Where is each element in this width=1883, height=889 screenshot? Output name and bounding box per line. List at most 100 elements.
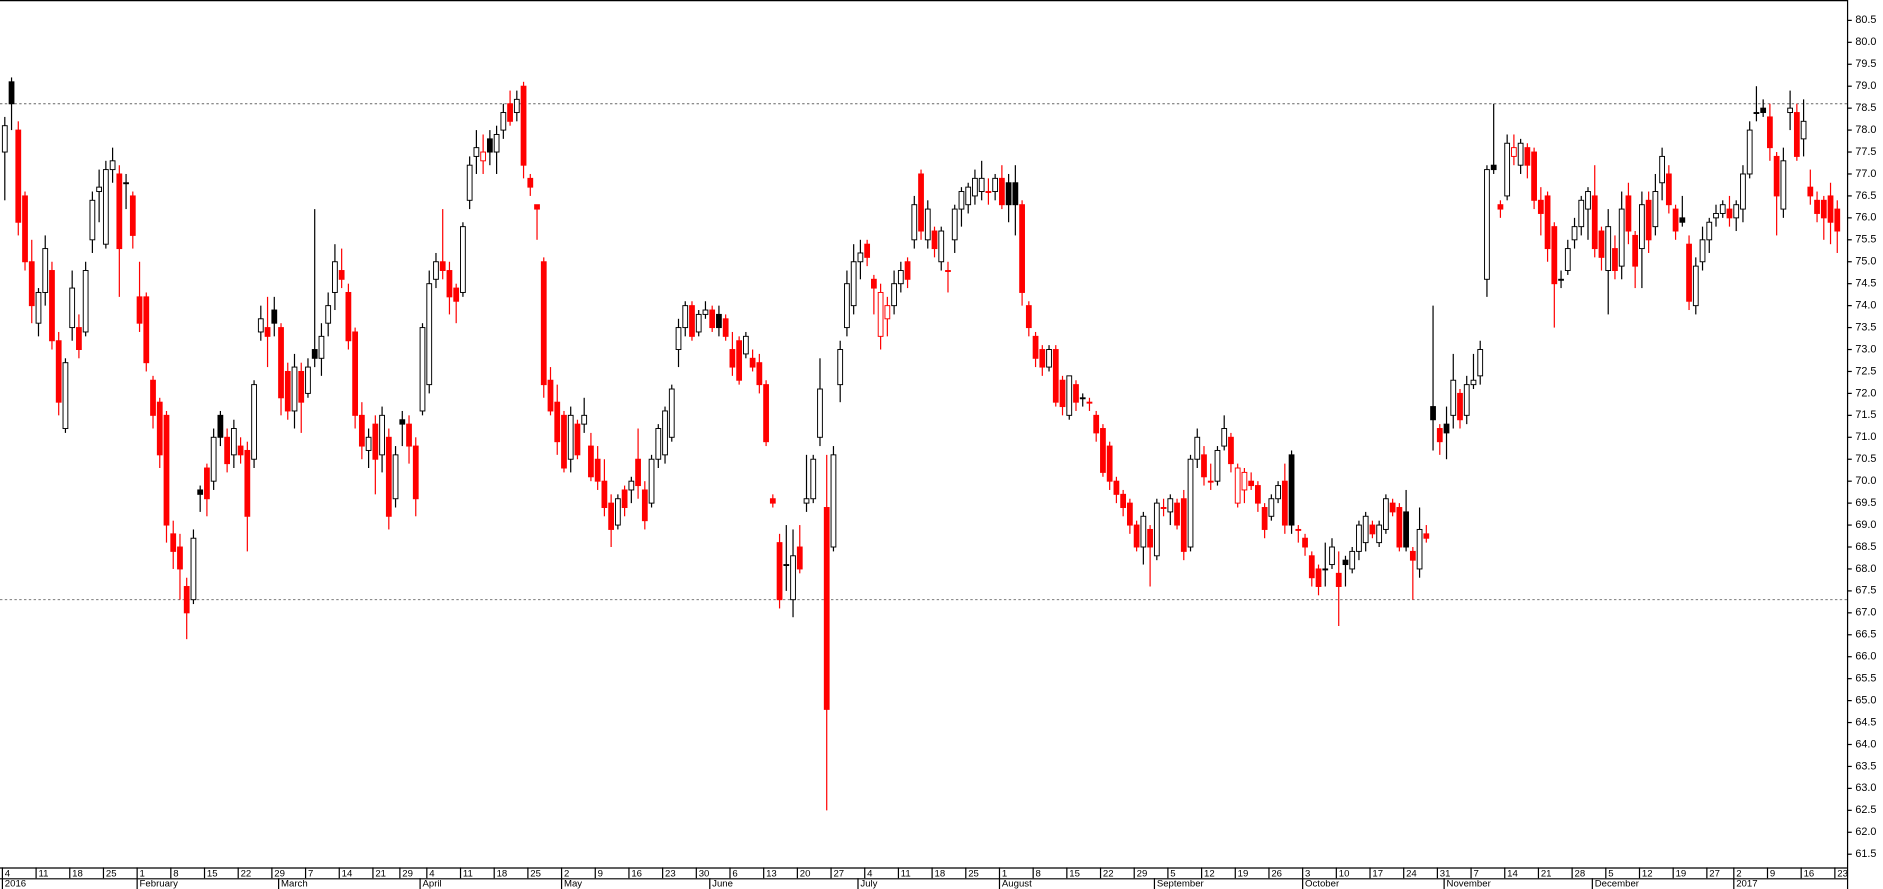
period-label: December: [1595, 879, 1640, 889]
candle-body: [1187, 458, 1194, 548]
x-tick-label: 31: [1440, 869, 1451, 880]
candle-body: [1477, 349, 1484, 377]
x-tick-label: 25: [968, 869, 979, 880]
candle-body: [749, 357, 756, 368]
x-tick-label: 27: [1709, 869, 1720, 880]
candle-body: [1612, 248, 1618, 272]
y-tick-label: 65.5: [1855, 673, 1876, 685]
candle-body: [1201, 454, 1207, 478]
y-tick-label: 69.5: [1855, 497, 1876, 509]
candle-body: [870, 278, 877, 289]
x-tick-label: 14: [342, 869, 353, 880]
candle-body: [102, 169, 109, 245]
candle-body: [1767, 116, 1773, 149]
candle-body: [1322, 568, 1329, 571]
candle-body: [1261, 507, 1268, 530]
x-tick-label: 27: [833, 869, 844, 880]
candle-body: [123, 182, 129, 185]
x-tick-label: 2: [1736, 869, 1741, 880]
candle-body: [1511, 147, 1517, 157]
candle-body: [1369, 524, 1376, 535]
candle-body: [1780, 160, 1787, 210]
candle-body: [1086, 401, 1093, 404]
candle-body: [1207, 480, 1214, 483]
candle-body: [1281, 480, 1288, 526]
x-tick-label: 10: [1339, 869, 1350, 880]
x-tick-label: 4: [5, 869, 11, 880]
candle-body: [897, 270, 904, 285]
candle-body: [1692, 265, 1699, 307]
candle-body: [1524, 147, 1531, 166]
candle-body: [96, 186, 103, 193]
candle-body: [1773, 155, 1780, 197]
candle-body: [857, 252, 864, 263]
candle-body: [729, 349, 736, 368]
candle-body: [1537, 199, 1544, 214]
x-tick-label: 29: [1137, 869, 1148, 880]
candle-body: [1046, 349, 1052, 368]
candle-body: [1659, 155, 1665, 184]
candle-body: [1733, 204, 1740, 219]
candle-body: [1598, 230, 1605, 258]
x-tick-label: 2: [564, 869, 569, 880]
x-tick-label: 21: [1541, 869, 1552, 880]
period-label: 2016: [5, 879, 26, 889]
x-tick-label: 26: [1271, 869, 1282, 880]
candle-body: [1342, 559, 1349, 566]
candle-body: [1403, 511, 1409, 548]
candle-body: [1315, 568, 1322, 587]
x-tick-label: 7: [308, 869, 313, 880]
candle-body: [1113, 480, 1120, 495]
candle-body: [352, 331, 359, 416]
candle-body: [978, 177, 985, 193]
candle-body: [742, 335, 749, 355]
y-tick-label: 71.0: [1855, 431, 1876, 443]
candle-body: [668, 388, 675, 438]
candle-body: [1457, 392, 1463, 421]
candle-body: [1147, 528, 1153, 548]
candle-body: [547, 379, 554, 412]
y-tick-label: 76.0: [1855, 212, 1876, 224]
period-label: October: [1305, 879, 1340, 889]
candle-body: [49, 270, 55, 342]
candle-body: [1335, 572, 1342, 587]
candle-body: [864, 243, 871, 258]
candle-body: [769, 498, 776, 504]
candle-body: [507, 103, 513, 122]
candle-body: [1153, 502, 1160, 557]
candle-body: [1221, 428, 1228, 447]
candle-body: [1436, 428, 1443, 443]
candle-body: [1551, 226, 1558, 285]
candle-body: [534, 204, 540, 210]
candle-body: [1194, 436, 1201, 460]
candle-body: [635, 458, 641, 487]
candle-body: [204, 467, 210, 500]
candle-body: [284, 370, 291, 412]
candle-body: [581, 414, 588, 425]
candle-body: [796, 546, 803, 570]
candle-body: [1746, 129, 1753, 175]
candle-body: [1349, 550, 1356, 570]
candle-body: [614, 498, 621, 526]
y-tick-label: 61.5: [1855, 848, 1876, 860]
candle-body: [264, 327, 271, 337]
candle-body: [924, 208, 931, 241]
candle-body: [1531, 151, 1537, 201]
candle-body: [1679, 217, 1686, 223]
candle-body: [1645, 199, 1652, 241]
x-tick-label: 5: [1608, 869, 1613, 880]
x-tick-label: 21: [375, 869, 386, 880]
candle-body: [817, 388, 823, 438]
period-label: February: [140, 879, 179, 889]
candle-body: [1760, 107, 1767, 114]
candle-body: [1652, 191, 1659, 228]
candle-body: [756, 362, 763, 386]
candle-body: [1632, 234, 1639, 267]
candle-body: [911, 204, 918, 241]
candle-body: [190, 537, 197, 601]
x-tick-label: 29: [402, 869, 413, 880]
candle-body: [951, 208, 958, 241]
x-tick-label: 22: [241, 869, 252, 880]
candle-body: [1719, 204, 1726, 214]
candle-body: [1517, 142, 1524, 166]
